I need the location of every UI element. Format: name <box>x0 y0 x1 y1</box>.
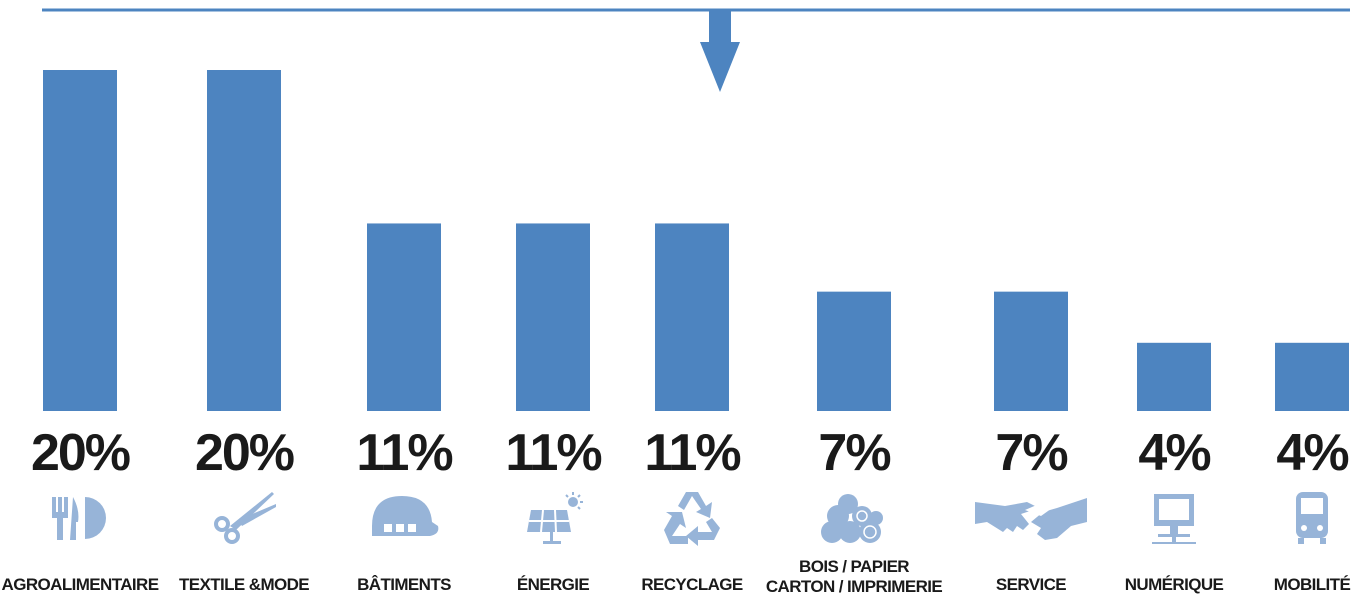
bar-5 <box>655 223 729 411</box>
scissors-icon <box>214 492 276 544</box>
category-label-6-line-1: BOIS / PAPIER <box>799 557 909 576</box>
category-icons <box>52 492 1328 546</box>
value-label-9: 4% <box>1276 424 1348 482</box>
recycle-icon <box>664 492 720 546</box>
category-label-6-line-2: CARTON / IMPRIMERIE <box>766 577 943 596</box>
value-label-7: 7% <box>995 424 1067 482</box>
bar-9 <box>1275 342 1349 411</box>
value-label-5: 11% <box>644 424 740 482</box>
value-labels: 20% 20% 11% 11% 11% 7% 7% 4% 4% <box>31 424 1350 482</box>
bar-8 <box>1137 342 1211 411</box>
bus-icon <box>1296 492 1328 544</box>
solar-panel-icon <box>527 492 583 544</box>
value-label-2: 20% <box>195 424 294 482</box>
value-label-1: 20% <box>31 424 130 482</box>
handshake-icon <box>975 498 1087 540</box>
category-label-5: RECYCLAGE <box>641 575 743 594</box>
down-arrow-icon <box>700 10 740 92</box>
bar-7 <box>994 291 1068 411</box>
cutlery-plate-icon <box>52 497 106 540</box>
category-label-8: NUMÉRIQUE <box>1125 575 1224 594</box>
category-label-1: AGROALIMENTAIRE <box>2 575 159 594</box>
value-label-4: 11% <box>505 424 601 482</box>
bar-3 <box>367 223 441 411</box>
category-label-4: ÉNERGIE <box>517 575 590 594</box>
value-label-3: 11% <box>356 424 452 482</box>
category-label-9: MOBILITÉ <box>1274 575 1351 594</box>
bar-6 <box>817 291 891 411</box>
bar-4 <box>516 223 590 411</box>
category-label-7: SERVICE <box>996 575 1066 594</box>
category-labels: AGROALIMENTAIRE TEXTILE &MODE BÂTIMENTS ÉNE… <box>2 557 1352 596</box>
value-label-8: 4% <box>1138 424 1210 482</box>
category-label-3: BÂTIMENTS <box>357 575 451 594</box>
hard-hat-icon <box>372 496 439 536</box>
bars <box>43 70 1349 411</box>
logs-icon <box>821 494 883 543</box>
bar-1 <box>43 70 117 411</box>
value-label-6: 7% <box>818 424 890 482</box>
bar-2 <box>207 70 281 411</box>
computer-icon <box>1152 494 1196 544</box>
category-label-2: TEXTILE &MODE <box>179 575 309 594</box>
